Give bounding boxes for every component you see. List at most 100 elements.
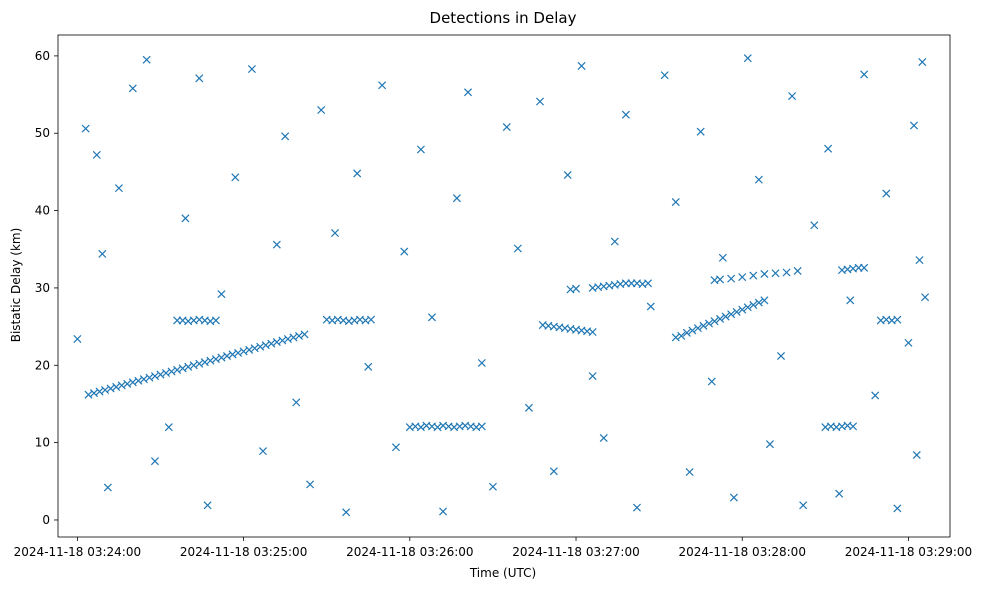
- detection-point: [367, 315, 376, 324]
- detection-point: [918, 58, 927, 67]
- y-tick-label: 50: [35, 126, 50, 140]
- detection-point: [81, 124, 90, 133]
- detection-point: [416, 145, 425, 154]
- detection-point: [95, 387, 104, 396]
- detection-point: [162, 368, 171, 378]
- detection-point: [671, 198, 680, 207]
- detection-point: [294, 331, 304, 340]
- detection-point: [258, 447, 268, 456]
- detection-point: [644, 279, 653, 288]
- detection-point: [760, 269, 769, 279]
- detection-point: [281, 132, 290, 141]
- detection-point: [760, 296, 769, 305]
- detection-point: [572, 284, 581, 293]
- detection-point: [904, 338, 913, 347]
- detection-point: [835, 489, 844, 498]
- detection-point: [699, 321, 708, 330]
- detection-point: [793, 266, 802, 275]
- detection-point: [710, 317, 719, 326]
- plot-frame: [57, 34, 951, 538]
- detection-point: [909, 121, 919, 130]
- detection-point: [239, 347, 248, 356]
- detection-point: [189, 361, 198, 370]
- detection-point: [173, 365, 182, 374]
- y-axis-label: Bistatic Delay (km): [9, 228, 23, 343]
- detection-point: [727, 274, 736, 283]
- detection-point: [234, 348, 243, 357]
- detection-point: [128, 84, 137, 93]
- detection-point: [92, 150, 101, 159]
- detection-point: [103, 483, 112, 492]
- detection-point: [195, 359, 204, 368]
- detection-point: [123, 379, 132, 388]
- detection-point: [203, 501, 212, 510]
- chart-title: Detections in Delay: [430, 9, 577, 27]
- detection-point: [727, 310, 736, 319]
- detection-point: [860, 263, 869, 272]
- detection-point: [912, 450, 921, 460]
- plot-area: [57, 34, 951, 538]
- detection-point: [599, 433, 608, 443]
- detection-point: [217, 290, 226, 299]
- detection-point: [142, 55, 151, 64]
- detection-point: [696, 127, 705, 136]
- detection-point: [317, 106, 326, 115]
- detection-point: [250, 344, 259, 353]
- detection-point: [754, 298, 763, 307]
- detection-point: [677, 331, 686, 340]
- detection-point: [306, 480, 315, 489]
- x-tick-label: 2024-11-18 03:24:00: [14, 545, 141, 559]
- detection-point: [799, 501, 808, 510]
- detection-point: [247, 65, 256, 74]
- detection-point: [685, 468, 694, 477]
- detection-point: [771, 269, 780, 278]
- detection-point: [256, 342, 265, 351]
- detection-point: [921, 293, 930, 302]
- detection-point: [738, 305, 747, 314]
- detection-point: [632, 503, 641, 512]
- detection-point: [716, 314, 725, 323]
- detection-point: [688, 326, 697, 335]
- y-tick-label: 30: [35, 281, 50, 295]
- detection-point: [621, 110, 630, 119]
- detection-point: [749, 300, 758, 309]
- detection-point: [588, 327, 597, 337]
- detection-point: [150, 372, 159, 381]
- detection-point: [671, 333, 680, 342]
- detection-point: [400, 247, 409, 256]
- detection-point: [477, 422, 486, 431]
- detection-point: [693, 324, 702, 333]
- detection-point: [860, 70, 869, 79]
- detection-point: [289, 333, 298, 342]
- detection-point: [164, 423, 173, 432]
- detection-point: [577, 61, 586, 70]
- detection-point: [128, 378, 137, 387]
- detection-point: [178, 364, 187, 373]
- detection-point: [228, 350, 237, 359]
- detection-point: [114, 184, 123, 193]
- detection-point: [549, 467, 558, 476]
- y-tick-label: 60: [35, 49, 50, 63]
- detection-point: [353, 169, 362, 178]
- detection-point: [721, 312, 730, 321]
- y-axis: 0 10 20 30 40 50 60: [35, 49, 58, 527]
- detection-point: [222, 351, 232, 361]
- detection-point: [882, 189, 891, 198]
- detection-point: [729, 493, 738, 502]
- detection-point: [871, 391, 880, 400]
- detection-point: [810, 221, 819, 230]
- y-tick-label: 10: [35, 436, 50, 450]
- detection-point: [765, 440, 774, 449]
- detection-point: [563, 170, 572, 180]
- detection-point: [283, 334, 292, 344]
- detection-point: [167, 367, 176, 376]
- detection-point: [231, 173, 240, 182]
- detection-point: [704, 319, 714, 328]
- detection-point: [732, 307, 741, 316]
- x-tick-label: 2024-11-18 03:28:00: [679, 545, 806, 559]
- detection-point: [261, 341, 270, 350]
- detection-point: [272, 338, 281, 347]
- detection-point: [524, 403, 533, 412]
- detection-point: [206, 356, 215, 365]
